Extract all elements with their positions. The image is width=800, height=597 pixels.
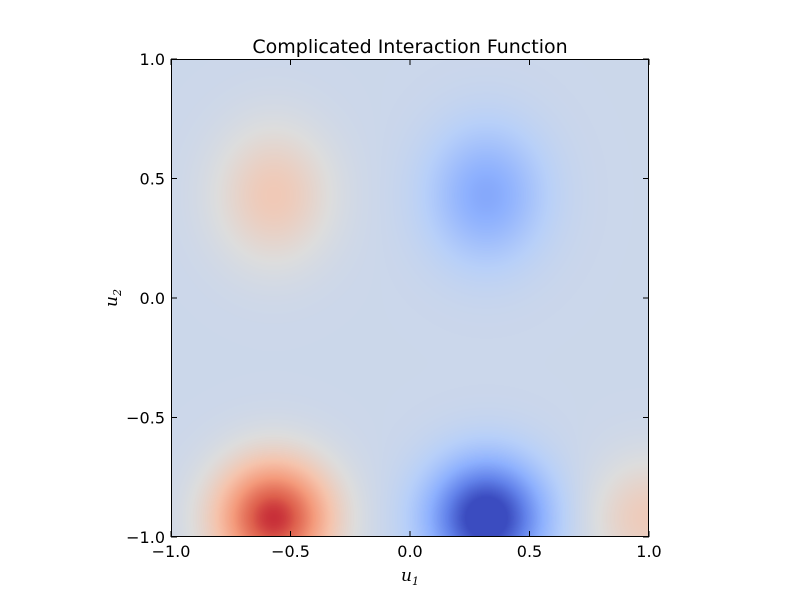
y-axis-label: u2 (102, 289, 124, 307)
heatmap-area (171, 59, 649, 537)
x-tick-label: 0.5 (517, 542, 542, 561)
y-tick-label: 0.0 (140, 289, 165, 308)
axis-ticks: −1.0 −0.5 0.0 0.5 1.0 −1.0 −0.5 0.0 0.5 1.0 (126, 50, 662, 561)
y-tick-label: 0.5 (140, 170, 165, 189)
y-tick-label: 1.0 (140, 50, 165, 69)
x-tick-label: −1.0 (152, 542, 191, 561)
x-tick-label: −0.5 (271, 542, 310, 561)
y-tick-label: −0.5 (126, 409, 165, 428)
chart-title: Complicated Interaction Function (252, 36, 567, 58)
y-tick-label: −1.0 (126, 528, 165, 547)
x-axis-label: u1 (401, 566, 419, 588)
x-tick-label: 1.0 (636, 542, 661, 561)
x-tick-label: 0.0 (397, 542, 422, 561)
